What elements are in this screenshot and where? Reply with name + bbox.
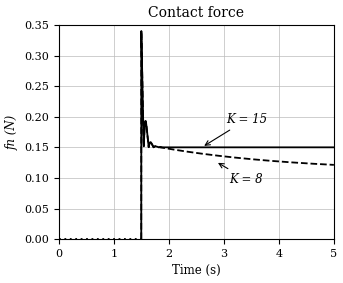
Y-axis label: fn (N): fn (N) [5, 114, 19, 150]
Title: Contact force: Contact force [148, 6, 244, 20]
Text: K = 15: K = 15 [205, 113, 268, 145]
Text: K = 8: K = 8 [219, 164, 263, 186]
X-axis label: Time (s): Time (s) [172, 264, 221, 277]
